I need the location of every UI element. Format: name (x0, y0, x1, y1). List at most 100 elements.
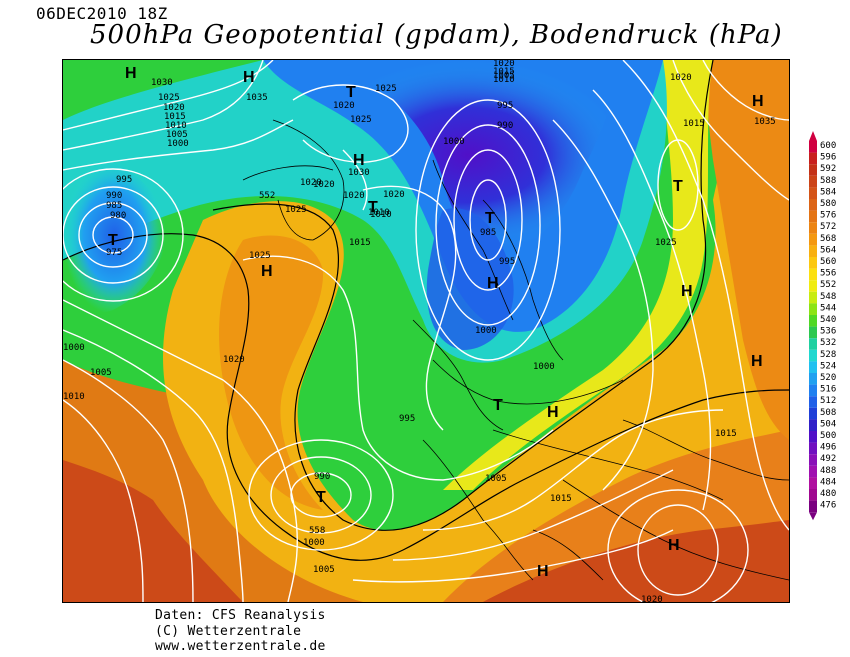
pressure-centers: H H T H T T H T H H T H H H T T H H (108, 65, 764, 580)
legend-label: 540 (820, 315, 836, 325)
legend-label: 588 (820, 176, 836, 186)
isobar-label: 980 (110, 211, 126, 221)
legend-label: 476 (820, 501, 836, 511)
pressure-center: T (316, 489, 326, 506)
legend-swatch (809, 500, 817, 513)
pressure-center: T (368, 199, 378, 216)
legend-swatch (809, 303, 817, 315)
legend-swatch (809, 431, 817, 443)
legend-swatch (809, 280, 817, 292)
legend-swatch (809, 315, 817, 327)
pressure-center: T (493, 397, 503, 414)
isobar-label: 995 (499, 257, 515, 267)
legend-label: 592 (820, 164, 836, 174)
legend-swatch (809, 187, 817, 199)
contour-552 (212, 60, 714, 531)
isobar-label: 1020 (223, 355, 245, 365)
isobar-label: 1015 (550, 494, 572, 504)
legend-swatch (809, 373, 817, 385)
field-ridge-east (707, 60, 789, 440)
isobar-label: 1025 (375, 84, 397, 94)
legend-swatch (809, 442, 817, 455)
isobar-label: 1035 (754, 117, 776, 127)
isobar-label: 1015 (683, 119, 705, 129)
legend-swatch (809, 384, 817, 397)
isobar-label: 1015 (349, 238, 371, 248)
isobar-label: 1015 (715, 429, 737, 439)
pressure-center: T (485, 210, 495, 227)
isobar-label: 1010 (370, 210, 392, 220)
legend-label: 556 (820, 269, 836, 279)
field-ridge-yellow (163, 60, 789, 602)
legend-swatch (809, 361, 817, 373)
legend-label: 532 (820, 338, 836, 348)
legend-label: 572 (820, 222, 836, 232)
legend-label: 496 (820, 443, 836, 453)
legend-swatch (809, 291, 817, 304)
legend-label: 500 (820, 431, 836, 441)
field-ridge-orange (219, 235, 324, 511)
isobar-label: 1025 (655, 238, 677, 248)
isobar-label: 1010 (63, 392, 85, 402)
pressure-center: H (547, 404, 559, 421)
coastlines (242, 119, 789, 581)
legend-label: 580 (820, 199, 836, 209)
legend-label: 600 (820, 141, 836, 151)
pressure-center: H (751, 353, 763, 370)
isobar-label: 1025 (158, 93, 180, 103)
legend-label: 484 (820, 477, 836, 487)
isobar-label: 1020 (300, 178, 322, 188)
isobar-label: 985 (106, 201, 122, 211)
legend-swatch (809, 407, 817, 420)
legend-swatch (809, 477, 817, 489)
legend-swatch (809, 268, 817, 281)
isobar-label: 1010 (368, 208, 390, 218)
legend-swatch (809, 465, 817, 478)
isobar-label: 1020 (333, 101, 355, 111)
legend-arrow-up (809, 131, 817, 141)
isobar-label: 995 (399, 414, 415, 424)
footer-website: www.wetterzentrale.de (155, 639, 326, 654)
field-trough-violet (313, 60, 623, 250)
isobar-label: 1020 (493, 60, 515, 69)
isobar-labels: 1030 1035 1025 1020 1015 1010 1005 1000 … (63, 60, 776, 602)
legend-label: 508 (820, 408, 836, 418)
isobar-label: 1035 (246, 93, 268, 103)
pressure-center: H (668, 537, 680, 554)
legend-label: 488 (820, 466, 836, 476)
geopotential-label: 552 (259, 191, 275, 201)
legend-label: 536 (820, 327, 836, 337)
legend-label: 516 (820, 385, 836, 395)
legend-label: 504 (820, 419, 836, 429)
legend-swatch (809, 419, 817, 431)
legend-swatch (809, 349, 817, 362)
isobar-label: 1020 (383, 190, 405, 200)
isobar-label: 1000 (475, 326, 497, 336)
legend-swatch (809, 396, 817, 408)
legend-swatch (809, 233, 817, 246)
map-title: 500hPa Geopotential (gpdam), Bodendruck … (90, 20, 783, 50)
legend-label: 576 (820, 211, 836, 221)
legend-label: 548 (820, 292, 836, 302)
pressure-center: H (353, 152, 365, 169)
footer-copyright: (C) Wetterzentrale (155, 623, 302, 639)
isobar-label: 990 (106, 191, 122, 201)
isobar-label: 1005 (313, 565, 335, 575)
isobar-label: 1000 (443, 137, 465, 147)
isobar-label: 1030 (348, 168, 370, 178)
isobar-label: 1000 (63, 343, 85, 353)
isobar-label: 1025 (249, 251, 271, 261)
legend-label: 528 (820, 350, 836, 360)
isobar-label: 1015 (164, 112, 186, 122)
legend-swatch (809, 454, 817, 466)
legend-label: 596 (820, 153, 836, 163)
legend-label: 564 (820, 245, 836, 255)
contour-558 (63, 233, 789, 561)
isobar-label: 1020 (163, 103, 185, 113)
isobar-label: 995 (116, 175, 132, 185)
pressure-center: H (681, 283, 693, 300)
isobar-label: 985 (480, 228, 496, 238)
legend-swatch (809, 489, 817, 501)
pressure-center: T (108, 232, 118, 249)
